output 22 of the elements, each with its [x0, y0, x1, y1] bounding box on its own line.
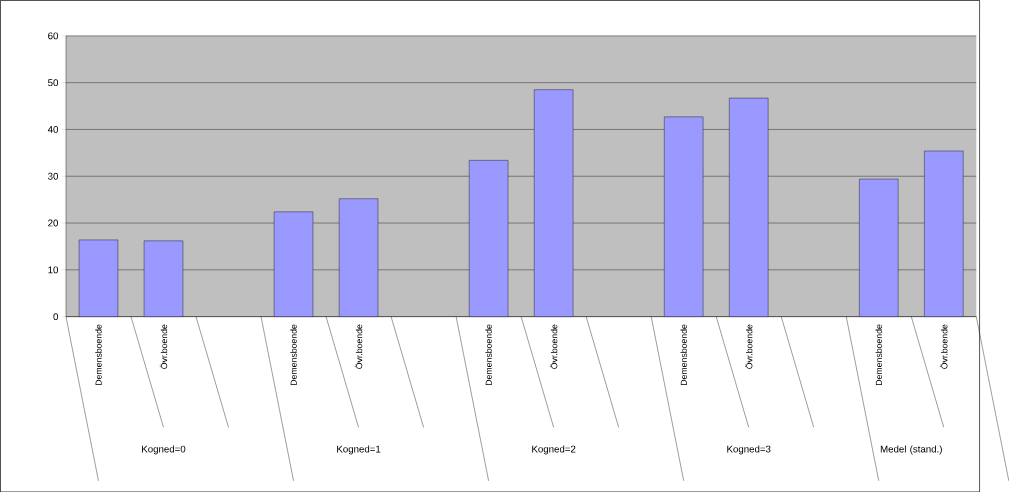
text: Kogned=1: [337, 445, 381, 455]
y-tick-label: 10: [48, 266, 59, 274]
x-tick-label: Demensboende: [95, 324, 102, 385]
x-tick-label: Övr.boende: [159, 324, 168, 369]
text: Kogned=2: [532, 445, 576, 455]
y-tick-label: 40: [47, 125, 59, 133]
text: Kogned=0: [142, 445, 186, 455]
x-tick-label: Demensboende: [875, 324, 882, 385]
y-tick-label: 20: [48, 219, 59, 227]
x-tick-label: Demensboende: [290, 324, 297, 385]
text: Kogned=3: [727, 445, 771, 455]
y-tick-label: 30: [48, 172, 59, 180]
y-tick-label: 60: [48, 32, 59, 40]
x-tick-label: Övr.boende: [745, 324, 753, 369]
y-tick-label: 50: [48, 79, 59, 86]
x-tick-label: Demensboende: [485, 324, 492, 385]
text: Medel (stand.): [880, 445, 942, 455]
x-tick-label: Demensboende: [680, 324, 687, 385]
y-tick-label: 0: [53, 313, 59, 320]
x-tick-label: Övr.boende: [549, 324, 558, 369]
x-tick-label: Övr.boende: [940, 324, 948, 369]
x-tick-label: Övr.boende: [354, 324, 363, 369]
